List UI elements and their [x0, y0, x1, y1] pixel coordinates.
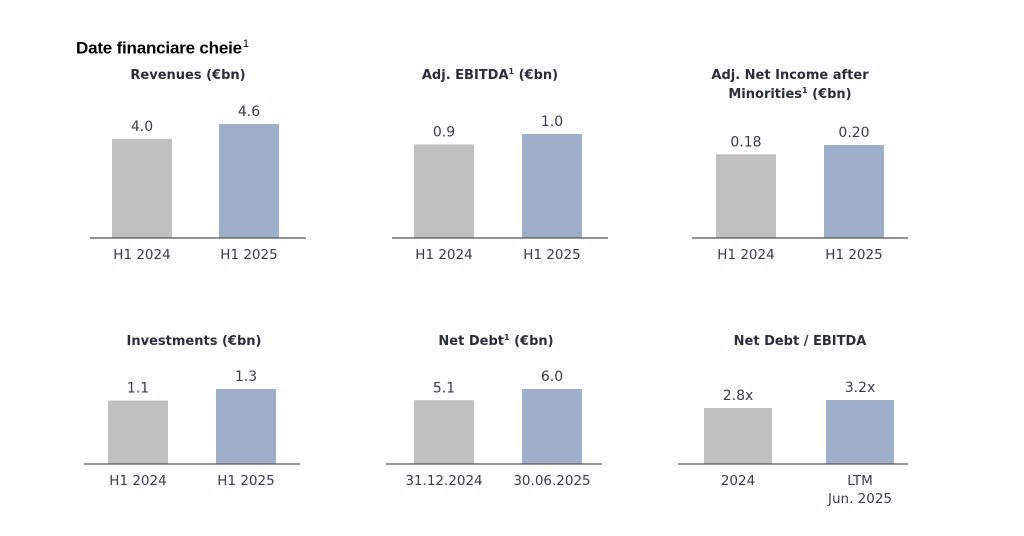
category-label: H1 2025: [825, 247, 882, 263]
value-label: 5.1: [433, 380, 455, 396]
bar-current: [219, 124, 279, 238]
chart-net-debt-ebitda: Net Debt / EBITDA 2.8x 2024 3.2x LTM Jun. 202…: [678, 334, 908, 507]
category-label: 31.12.2024: [405, 473, 482, 489]
value-label: 3.2x: [845, 380, 876, 396]
category-label: H1 2024: [717, 247, 774, 263]
value-label: 2.8x: [723, 388, 754, 404]
bar-prior: [414, 400, 474, 464]
category-label: 2024: [721, 473, 755, 489]
bar-prior: [112, 138, 172, 238]
chart-title: Net Debt1 (€bn): [438, 333, 553, 349]
category-label: H1 2025: [523, 247, 580, 263]
value-label: 1.1: [127, 381, 149, 397]
value-label: 0.9: [433, 124, 455, 140]
category-label: H1 2025: [217, 473, 274, 489]
chart-title: Investments (€bn): [127, 334, 262, 349]
chart-title-line-1: Adj. Net Income after: [711, 68, 869, 83]
chart-title: Adj. EBITDA1 (€bn): [422, 67, 558, 83]
category-label: H1 2024: [113, 247, 170, 263]
chart-adj-net-income: Adj. Net Income after Minorities1 (€bn) 0.…: [692, 68, 908, 263]
value-label: 4.6: [238, 104, 260, 120]
chart-title: Net Debt / EBITDA: [734, 334, 867, 349]
category-label: H1 2024: [109, 473, 166, 489]
page-title-text: Date financiare cheie: [76, 38, 242, 58]
page-title: Date financiare cheie1: [76, 38, 249, 59]
chart-net-debt: Net Debt1 (€bn) 5.1 31.12.2024 6.0 30.06.202…: [386, 333, 602, 489]
category-label: 30.06.2025: [513, 473, 590, 489]
value-label: 0.20: [838, 125, 869, 141]
value-label: 4.0: [131, 119, 153, 135]
bar-current: [826, 400, 894, 464]
bar-prior: [704, 408, 772, 464]
category-label: H1 2025: [220, 247, 277, 263]
bar-prior: [108, 400, 168, 464]
chart-adj-ebitda: Adj. EBITDA1 (€bn) 0.9 H1 2024 1.0 H1 2025: [392, 67, 608, 263]
bar-prior: [414, 144, 474, 238]
page-title-footnote: 1: [242, 38, 249, 50]
bar-current: [522, 389, 582, 464]
category-label: Jun. 2025: [827, 491, 892, 507]
chart-revenues: Revenues (€bn) 4.0 H1 2024 4.6 H1 2025: [90, 68, 306, 263]
chart-title-line-2: Minorities1 (€bn): [728, 86, 851, 102]
category-label: H1 2024: [415, 247, 472, 263]
bar-prior: [716, 154, 776, 238]
bar-current: [824, 145, 884, 238]
value-label: 6.0: [541, 369, 563, 385]
chart-title: Revenues (€bn): [130, 68, 245, 83]
bar-current: [522, 134, 582, 238]
value-label: 0.18: [730, 134, 761, 150]
value-label: 1.0: [541, 114, 563, 130]
bar-current: [216, 389, 276, 464]
value-label: 1.3: [235, 369, 257, 385]
category-label: LTM: [847, 473, 873, 489]
chart-investments: Investments (€bn) 1.1 H1 2024 1.3 H1 2025: [84, 334, 300, 489]
